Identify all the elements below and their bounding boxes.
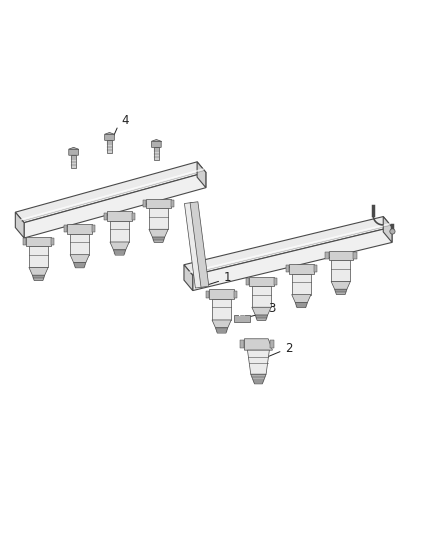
Polygon shape <box>32 275 45 280</box>
Polygon shape <box>255 315 268 320</box>
Polygon shape <box>184 265 193 290</box>
Polygon shape <box>240 340 244 349</box>
Polygon shape <box>74 263 86 268</box>
Polygon shape <box>289 264 314 273</box>
Polygon shape <box>146 199 171 208</box>
Polygon shape <box>270 340 274 349</box>
Polygon shape <box>209 289 234 299</box>
Polygon shape <box>190 202 209 287</box>
Polygon shape <box>24 172 206 238</box>
Polygon shape <box>292 295 311 302</box>
Polygon shape <box>110 221 129 242</box>
Polygon shape <box>104 213 107 220</box>
Polygon shape <box>252 307 271 315</box>
Polygon shape <box>197 162 206 188</box>
Polygon shape <box>70 255 89 263</box>
Polygon shape <box>184 203 203 288</box>
Polygon shape <box>113 250 126 255</box>
Polygon shape <box>286 265 289 272</box>
Polygon shape <box>107 211 132 221</box>
Polygon shape <box>274 278 277 285</box>
Polygon shape <box>171 200 174 207</box>
Polygon shape <box>335 289 347 295</box>
Polygon shape <box>51 238 54 245</box>
Polygon shape <box>184 216 392 275</box>
Polygon shape <box>154 147 159 159</box>
Polygon shape <box>212 299 231 320</box>
Polygon shape <box>71 155 76 167</box>
Polygon shape <box>193 227 392 290</box>
Polygon shape <box>92 225 95 232</box>
Polygon shape <box>331 260 350 281</box>
Polygon shape <box>149 208 168 229</box>
Polygon shape <box>105 133 114 140</box>
Polygon shape <box>29 246 48 268</box>
Polygon shape <box>325 252 328 259</box>
Text: 1: 1 <box>223 271 231 284</box>
Text: 3: 3 <box>268 303 276 316</box>
Polygon shape <box>353 252 357 259</box>
Polygon shape <box>328 251 353 260</box>
Text: 4: 4 <box>122 114 129 127</box>
Polygon shape <box>107 140 112 152</box>
Polygon shape <box>64 225 67 232</box>
Polygon shape <box>212 320 231 328</box>
Polygon shape <box>331 281 350 289</box>
Polygon shape <box>295 302 307 308</box>
Polygon shape <box>152 237 165 243</box>
Polygon shape <box>26 237 51 246</box>
Polygon shape <box>70 233 89 255</box>
Polygon shape <box>314 265 317 272</box>
Polygon shape <box>246 278 249 285</box>
Polygon shape <box>15 212 24 238</box>
Polygon shape <box>383 216 392 243</box>
Polygon shape <box>132 213 135 220</box>
Text: 2: 2 <box>285 342 292 355</box>
Circle shape <box>390 229 395 234</box>
Polygon shape <box>67 224 92 233</box>
Polygon shape <box>252 286 271 307</box>
Polygon shape <box>244 339 272 350</box>
Polygon shape <box>149 229 168 237</box>
Polygon shape <box>215 328 228 333</box>
Polygon shape <box>110 242 129 250</box>
Polygon shape <box>292 273 311 295</box>
Polygon shape <box>15 162 206 223</box>
Polygon shape <box>29 268 48 275</box>
Polygon shape <box>247 350 269 374</box>
Polygon shape <box>206 290 209 297</box>
Polygon shape <box>152 140 161 147</box>
Polygon shape <box>69 147 78 155</box>
Polygon shape <box>249 277 274 286</box>
Polygon shape <box>234 314 250 322</box>
Polygon shape <box>23 238 26 245</box>
Polygon shape <box>143 200 146 207</box>
Polygon shape <box>251 374 266 384</box>
Polygon shape <box>234 290 237 297</box>
